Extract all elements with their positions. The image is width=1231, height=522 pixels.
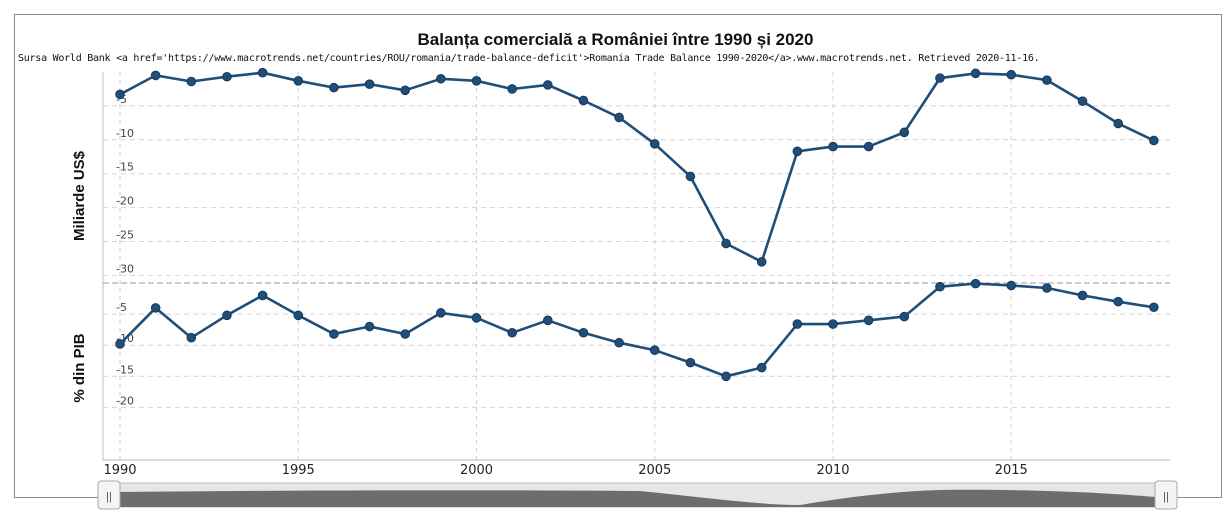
y-tick-label: -5 <box>116 301 127 314</box>
series-line <box>119 282 1155 378</box>
data-point[interactable] <box>293 76 304 86</box>
navigator-handle-right-grip: || <box>1163 491 1169 503</box>
series-line <box>119 71 1155 264</box>
y-axis-title: Miliarde US$ <box>71 150 88 241</box>
data-point[interactable] <box>614 112 624 123</box>
chart-title: Balanța comercială a României între 1990… <box>417 30 814 49</box>
y-axis-title: % din PIB <box>71 333 88 402</box>
data-point[interactable] <box>1042 283 1052 293</box>
y-tick-label: -15 <box>116 363 134 376</box>
data-point[interactable] <box>721 238 731 249</box>
data-point[interactable] <box>685 171 696 182</box>
data-point[interactable] <box>970 278 981 289</box>
data-point[interactable] <box>507 84 517 94</box>
data-point[interactable] <box>364 321 375 332</box>
x-tick-label: 1995 <box>282 463 315 478</box>
data-point[interactable] <box>899 127 910 138</box>
data-point[interactable] <box>863 141 874 152</box>
data-point[interactable] <box>186 76 197 87</box>
data-point[interactable] <box>293 310 304 321</box>
data-point[interactable] <box>649 345 660 355</box>
data-point[interactable] <box>935 281 945 292</box>
data-point[interactable] <box>649 139 660 149</box>
data-point[interactable] <box>792 319 803 329</box>
range-navigator[interactable]: || || <box>97 480 1178 510</box>
x-tick-label: 1990 <box>103 463 136 478</box>
y-tick-label: -20 <box>116 195 134 208</box>
data-point[interactable] <box>828 319 838 329</box>
data-point[interactable] <box>614 337 624 348</box>
data-point[interactable] <box>257 290 268 301</box>
data-point[interactable] <box>543 315 553 326</box>
data-point[interactable] <box>578 327 589 338</box>
data-point[interactable] <box>828 141 838 152</box>
data-point[interactable] <box>150 303 161 313</box>
data-point[interactable] <box>222 71 232 82</box>
y-tick-label: -25 <box>116 229 134 242</box>
data-point[interactable] <box>970 68 981 79</box>
data-point[interactable] <box>364 79 375 90</box>
series-layer <box>115 67 1159 382</box>
navigator-handle-right[interactable] <box>1154 480 1178 510</box>
data-point[interactable] <box>507 327 517 338</box>
navigator-area <box>120 489 1155 507</box>
y-tick-label: -20 <box>116 394 134 407</box>
data-point[interactable] <box>1149 302 1159 313</box>
chart-frame <box>14 14 1222 498</box>
data-point[interactable] <box>935 73 945 83</box>
data-point[interactable] <box>222 310 232 321</box>
data-point[interactable] <box>792 146 803 157</box>
data-point[interactable] <box>1113 118 1123 129</box>
data-point[interactable] <box>1006 280 1017 291</box>
data-point[interactable] <box>1077 290 1088 301</box>
data-point[interactable] <box>400 329 411 339</box>
data-point[interactable] <box>471 76 482 86</box>
data-point[interactable] <box>863 315 874 326</box>
data-point[interactable] <box>578 95 589 106</box>
data-point[interactable] <box>436 308 446 318</box>
data-point[interactable] <box>329 329 339 339</box>
data-point[interactable] <box>471 313 482 323</box>
x-tick-label: 2010 <box>816 463 849 478</box>
data-point[interactable] <box>899 311 910 322</box>
data-point[interactable] <box>1077 96 1088 106</box>
x-tick-label: 2015 <box>995 463 1028 478</box>
data-point[interactable] <box>115 89 125 100</box>
data-point[interactable] <box>257 67 268 78</box>
data-point[interactable] <box>543 80 553 90</box>
data-point[interactable] <box>1113 296 1123 307</box>
data-point[interactable] <box>186 332 197 343</box>
data-point[interactable] <box>721 371 731 382</box>
data-point[interactable] <box>756 362 767 373</box>
data-point[interactable] <box>329 82 339 93</box>
data-point[interactable] <box>756 257 767 267</box>
x-axis-layer: 1990 1995 2000 2005 2010 2015 <box>103 459 1170 478</box>
chart-source-subtitle: Sursa World Bank <a href='https://www.ma… <box>18 53 1040 64</box>
data-point[interactable] <box>150 70 161 81</box>
data-point[interactable] <box>1149 135 1159 146</box>
data-point[interactable] <box>115 339 125 349</box>
navigator-handle-left-grip: || <box>106 491 112 503</box>
data-point[interactable] <box>436 73 446 84</box>
x-tick-label: 2005 <box>638 463 671 478</box>
y-tick-label: -30 <box>116 262 134 275</box>
data-point[interactable] <box>1006 69 1017 80</box>
data-point[interactable] <box>685 357 696 368</box>
data-point[interactable] <box>1042 75 1052 85</box>
y-tick-label: -10 <box>116 127 134 140</box>
y-tick-label: -5 <box>116 93 127 106</box>
x-tick-label: 2000 <box>460 463 493 478</box>
data-point[interactable] <box>400 85 411 96</box>
y-tick-label: -15 <box>116 161 134 174</box>
navigator-handle-left[interactable] <box>97 480 121 510</box>
